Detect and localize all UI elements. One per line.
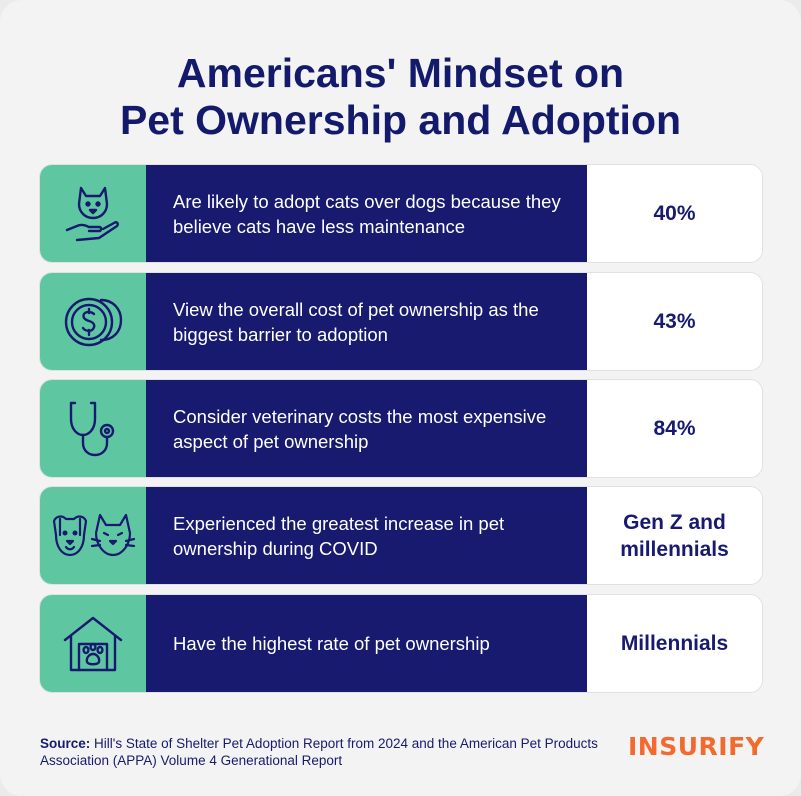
stethoscope-icon <box>69 401 115 456</box>
stat-value: Millennials <box>587 595 762 692</box>
pet-house-icon <box>63 616 123 671</box>
title-line-2: Pet Ownership and Adoption <box>119 97 682 143</box>
stat-value: 84% <box>587 380 762 477</box>
stat-description: Have the highest rate of pet ownership <box>146 595 587 692</box>
stat-value: 40% <box>587 165 762 262</box>
title-line-1: Americans' Mindset on <box>176 50 625 96</box>
cat-in-hand-icon <box>65 186 119 241</box>
stat-row-millennials: Have the highest rate of pet ownership M… <box>40 595 762 692</box>
stat-value: Gen Z and millennials <box>587 487 762 584</box>
icon-cell <box>40 380 146 477</box>
source-text: Hill's State of Shelter Pet Adoption Rep… <box>40 736 598 768</box>
source-label: Source: <box>40 736 91 751</box>
icon-cell <box>40 595 146 692</box>
page-title: Americans' Mindset on Pet Ownership and … <box>0 50 801 144</box>
icon-cell <box>40 273 146 370</box>
stat-description: Are likely to adopt cats over dogs becau… <box>146 165 587 262</box>
dog-and-cat-icon <box>52 513 136 556</box>
stat-value: 43% <box>587 273 762 370</box>
stat-row-cost: View the overall cost of pet ownership a… <box>40 273 762 370</box>
stat-row-vet: Consider veterinary costs the most expen… <box>40 380 762 477</box>
icon-cell <box>40 487 146 584</box>
stat-description: Experienced the greatest increase in pet… <box>146 487 587 584</box>
insurify-logo: INSURIFY <box>628 732 765 761</box>
coins-dollar-icon <box>64 297 123 346</box>
icon-cell <box>40 165 146 262</box>
stat-row-covid: Experienced the greatest increase in pet… <box>40 487 762 584</box>
stat-description: Consider veterinary costs the most expen… <box>146 380 587 477</box>
stat-row-cats: Are likely to adopt cats over dogs becau… <box>40 165 762 262</box>
source-footnote: Source: Hill's State of Shelter Pet Adop… <box>40 735 600 769</box>
stat-description: View the overall cost of pet ownership a… <box>146 273 587 370</box>
